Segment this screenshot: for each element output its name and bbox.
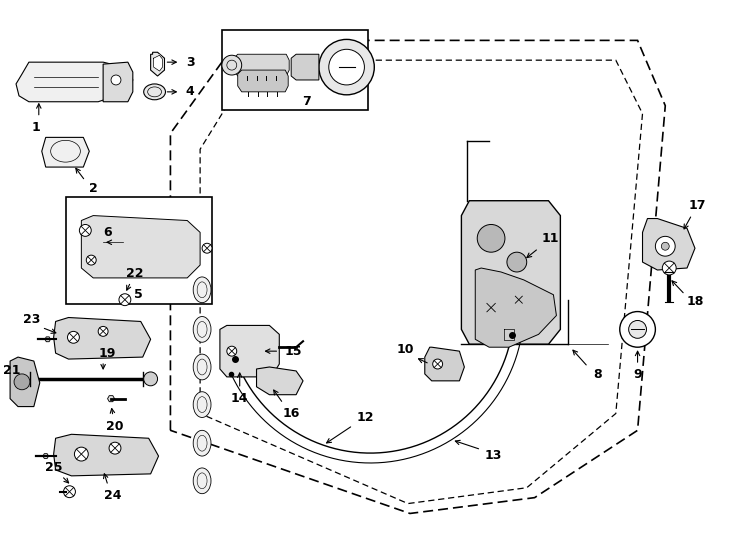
Polygon shape [462, 201, 560, 344]
Circle shape [64, 486, 76, 498]
Circle shape [14, 374, 30, 390]
Ellipse shape [193, 430, 211, 456]
Polygon shape [220, 326, 280, 377]
Polygon shape [233, 54, 289, 76]
Ellipse shape [193, 468, 211, 494]
Text: 10: 10 [396, 343, 414, 356]
Ellipse shape [193, 392, 211, 417]
Text: 13: 13 [484, 449, 502, 462]
Text: 9: 9 [633, 368, 642, 381]
Polygon shape [103, 62, 133, 102]
Circle shape [98, 326, 108, 336]
Text: 6: 6 [103, 226, 112, 239]
Text: 1: 1 [32, 121, 40, 134]
Circle shape [202, 244, 212, 253]
Text: 11: 11 [542, 232, 559, 245]
Bar [222, 30, 368, 110]
Text: 4: 4 [186, 85, 195, 98]
Text: 21: 21 [4, 364, 21, 377]
Circle shape [222, 55, 241, 75]
Circle shape [433, 359, 443, 369]
Circle shape [319, 39, 374, 95]
Text: 24: 24 [104, 489, 122, 502]
Circle shape [87, 255, 96, 265]
Circle shape [661, 242, 669, 250]
Polygon shape [642, 219, 695, 270]
Polygon shape [54, 318, 150, 359]
Ellipse shape [193, 277, 211, 302]
Circle shape [12, 369, 32, 389]
Polygon shape [291, 54, 319, 80]
Polygon shape [504, 328, 514, 340]
Ellipse shape [193, 316, 211, 342]
Ellipse shape [193, 354, 211, 380]
Text: 5: 5 [134, 288, 143, 301]
Circle shape [109, 442, 121, 454]
Text: 23: 23 [23, 313, 40, 326]
Circle shape [485, 302, 497, 314]
Polygon shape [150, 52, 164, 76]
Circle shape [514, 295, 524, 305]
Polygon shape [256, 367, 303, 395]
Text: 15: 15 [284, 345, 302, 357]
Circle shape [68, 332, 79, 343]
Polygon shape [238, 70, 288, 92]
Text: 2: 2 [89, 183, 98, 195]
Polygon shape [108, 396, 115, 402]
Text: 8: 8 [594, 368, 603, 381]
Circle shape [119, 294, 131, 306]
Text: 3: 3 [186, 56, 195, 69]
Circle shape [144, 372, 158, 386]
Text: 12: 12 [356, 411, 374, 424]
Polygon shape [153, 55, 162, 71]
Circle shape [655, 237, 675, 256]
Polygon shape [425, 347, 465, 381]
Polygon shape [81, 215, 200, 278]
Circle shape [619, 312, 655, 347]
Polygon shape [16, 62, 133, 102]
Polygon shape [475, 268, 556, 347]
Circle shape [662, 261, 676, 275]
Text: 19: 19 [98, 347, 116, 360]
Circle shape [74, 447, 88, 461]
Circle shape [79, 225, 91, 237]
Circle shape [628, 320, 647, 338]
Circle shape [477, 225, 505, 252]
Text: 22: 22 [126, 267, 144, 280]
Circle shape [507, 252, 527, 272]
Text: 14: 14 [231, 392, 248, 405]
Bar [65, 197, 212, 303]
Ellipse shape [144, 84, 165, 100]
Polygon shape [42, 137, 90, 167]
Circle shape [111, 75, 121, 85]
Text: 25: 25 [45, 462, 62, 475]
Circle shape [227, 346, 237, 356]
Text: 17: 17 [688, 199, 705, 212]
Text: 16: 16 [283, 407, 300, 420]
Text: 7: 7 [302, 95, 310, 108]
Polygon shape [54, 434, 159, 476]
Text: 18: 18 [686, 295, 704, 308]
Polygon shape [10, 357, 40, 407]
Polygon shape [43, 454, 48, 458]
Text: 20: 20 [106, 420, 124, 433]
Polygon shape [45, 337, 51, 342]
Circle shape [329, 49, 364, 85]
